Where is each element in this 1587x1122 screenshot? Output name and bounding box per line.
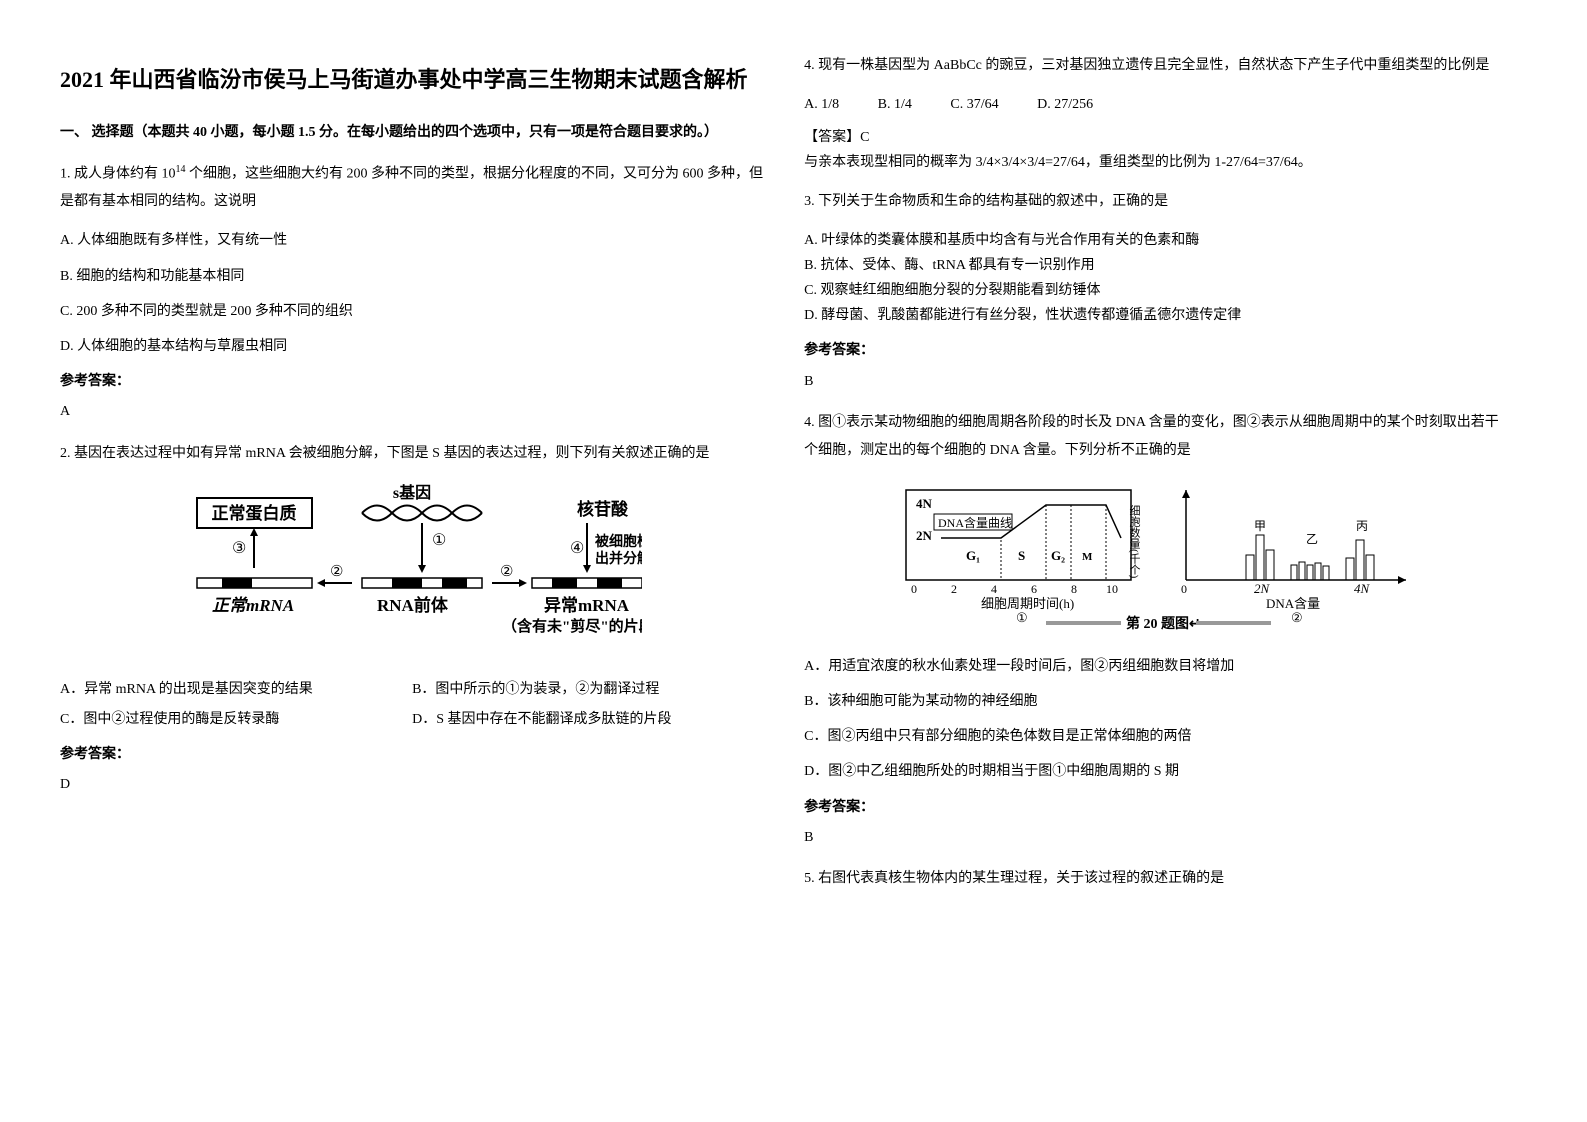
q4top-option-c: C. 37/64 <box>950 97 998 112</box>
svg-text:2N: 2N <box>1254 581 1271 596</box>
left-column: 2021 年山西省临汾市侯马上马街道办事处中学高三生物期末试题含解析 一、 选择… <box>60 40 764 905</box>
svg-text:8: 8 <box>1071 582 1077 596</box>
num-2a: ② <box>330 564 343 580</box>
q4b-answer: B <box>804 825 1508 850</box>
q1-sup: 14 <box>176 164 186 175</box>
abnormal-mrna-label: 异常mRNA <box>544 595 630 615</box>
svg-text:乙: 乙 <box>1306 532 1318 546</box>
q2-options-row1: A．异常 mRNA 的出现是基因突变的结果 B．图中所示的①为装录，②为翻译过程 <box>60 677 764 702</box>
cell-cycle-chart: 4N 2N DNA含量曲线 G₁ S G₂ M 0 2 4 6 8 10 细胞周… <box>896 480 1416 630</box>
q1-answer: A <box>60 399 764 424</box>
q2-option-a: A．异常 mRNA 的出现是基因突变的结果 <box>60 677 412 702</box>
normal-protein-label: 正常蛋白质 <box>212 503 297 523</box>
q1-option-a: A. 人体细胞既有多样性，又有统一性 <box>60 228 764 253</box>
svg-text:①: ① <box>1016 610 1028 625</box>
svg-text:10: 10 <box>1106 582 1118 596</box>
q2-options-row2: C．图中②过程使用的酶是反转录酶 D．S 基因中存在不能翻译成多肽链的片段 <box>60 707 764 732</box>
num-4: ④ <box>570 540 584 557</box>
q3-option-d: D. 酵母菌、乳酸菌都能进行有丝分裂，性状遗传都遵循孟德尔遗传定律 <box>804 303 1508 328</box>
gene-expression-diagram: s基因 正常蛋白质 核苷酸 被细胞检测 出并分解 ③ ① ④ <box>182 483 642 653</box>
svg-text:0: 0 <box>1181 582 1187 596</box>
cell-detect-label-2: 出并分解 <box>595 550 642 567</box>
q4top-option-d: D. 27/256 <box>1037 97 1093 112</box>
cell-count-label: 细胞数量(千个) <box>1128 504 1141 578</box>
page-title: 2021 年山西省临汾市侯马上马街道办事处中学高三生物期末试题含解析 <box>60 60 764 100</box>
cell-detect-label-1: 被细胞检测 <box>595 533 642 550</box>
q1-option-c: C. 200 多种不同的类型就是 200 多种不同的组织 <box>60 299 764 324</box>
fig-label: 第 20 题图↵ <box>1126 615 1201 630</box>
q1-answer-label: 参考答案： <box>60 369 764 394</box>
q4b-option-d: D．图②中乙组细胞所处的时期相当于图①中细胞周期的 S 期 <box>804 759 1508 784</box>
q4b-option-a: A．用适宜浓度的秋水仙素处理一段时间后，图②丙组细胞数目将增加 <box>804 654 1508 679</box>
right-column: 4. 现有一株基因型为 AaBbCc 的豌豆，三对基因独立遗传且完全显性，自然状… <box>804 40 1508 905</box>
question-4top: 4. 现有一株基因型为 AaBbCc 的豌豆，三对基因独立遗传且完全显性，自然状… <box>804 52 1508 80</box>
num-2b: ② <box>500 564 513 580</box>
svg-text:S: S <box>1018 548 1025 563</box>
question-5: 5. 右图代表真核生物体内的某生理过程，关于该过程的叙述正确的是 <box>804 865 1508 893</box>
q1-stem-1: 1. 成人身体约有 10 <box>60 166 176 181</box>
s-gene-label: s基因 <box>393 483 431 502</box>
svg-text:6: 6 <box>1031 582 1037 596</box>
svg-text:2N: 2N <box>916 528 933 543</box>
svg-text:M: M <box>1082 551 1093 563</box>
q4b-option-c: C．图②丙组中只有部分细胞的染色体数目是正常体细胞的两倍 <box>804 724 1508 749</box>
q4top-explain: 与亲本表现型相同的概率为 3/4×3/4×3/4=27/64，重组类型的比例为 … <box>804 150 1508 175</box>
chart1-xlabel: 细胞周期时间(h) <box>981 596 1074 611</box>
svg-text:G₁: G₁ <box>966 548 980 563</box>
q2-option-b: B．图中所示的①为装录，②为翻译过程 <box>412 677 764 702</box>
q4b-option-b: B．该种细胞可能为某动物的神经细胞 <box>804 689 1508 714</box>
q4top-options: A. 1/8 B. 1/4 C. 37/64 D. 27/256 <box>804 92 1508 117</box>
svg-text:甲: 甲 <box>1254 519 1266 533</box>
q2-option-c: C．图中②过程使用的酶是反转录酶 <box>60 707 412 732</box>
section-header: 一、 选择题（本题共 40 小题，每小题 1.5 分。在每小题给出的四个选项中，… <box>60 120 764 145</box>
rna-precursor-label: RNA前体 <box>377 595 449 615</box>
svg-text:②: ② <box>1291 610 1303 625</box>
question-3: 3. 下列关于生命物质和生命的结构基础的叙述中，正确的是 <box>804 188 1508 216</box>
question-1: 1. 成人身体约有 1014 个细胞，这些细胞大约有 200 多种不同的类型，根… <box>60 160 764 217</box>
question-4b: 4. 图①表示某动物细胞的细胞周期各阶段的时长及 DNA 含量的变化，图②表示从… <box>804 409 1508 465</box>
svg-text:G₂: G₂ <box>1051 548 1065 563</box>
q4b-answer-label: 参考答案： <box>804 795 1508 820</box>
note-label: （含有未"剪尽"的片段） <box>502 617 642 635</box>
q3-answer-label: 参考答案： <box>804 338 1508 363</box>
q2-answer: D <box>60 772 764 797</box>
normal-mrna-label: 正常mRNA <box>212 596 294 615</box>
chart2-xlabel: DNA含量 <box>1266 596 1320 611</box>
q3-option-c: C. 观察蛙红细胞细胞分裂的分裂期能看到纺锤体 <box>804 278 1508 303</box>
q2-answer-label: 参考答案： <box>60 742 764 767</box>
svg-text:0: 0 <box>911 582 917 596</box>
q3-option-a: A. 叶绿体的类囊体膜和基质中均含有与光合作用有关的色素和酶 <box>804 228 1508 253</box>
nucleotide-label: 核苷酸 <box>577 499 629 519</box>
num-1: ① <box>432 532 446 549</box>
svg-text:4N: 4N <box>1354 581 1371 596</box>
dna-curve-label: DNA含量曲线 <box>938 515 1012 530</box>
svg-text:2: 2 <box>951 582 957 596</box>
svg-text:4: 4 <box>991 582 997 596</box>
q1-option-b: B. 细胞的结构和功能基本相同 <box>60 264 764 289</box>
svg-text:4N: 4N <box>916 496 933 511</box>
q4top-option-b: B. 1/4 <box>878 97 912 112</box>
q3-answer: B <box>804 369 1508 394</box>
svg-text:丙: 丙 <box>1356 519 1368 533</box>
q4b-diagram: 4N 2N DNA含量曲线 G₁ S G₂ M 0 2 4 6 8 10 细胞周… <box>804 480 1508 639</box>
q1-option-d: D. 人体细胞的基本结构与草履虫相同 <box>60 334 764 359</box>
q2-diagram: s基因 正常蛋白质 核苷酸 被细胞检测 出并分解 ③ ① ④ <box>60 483 764 662</box>
num-3: ③ <box>232 540 246 557</box>
q2-option-d: D．S 基因中存在不能翻译成多肽链的片段 <box>412 707 764 732</box>
q4top-option-a: A. 1/8 <box>804 97 839 112</box>
q3-option-b: B. 抗体、受体、酶、tRNA 都具有专一识别作用 <box>804 253 1508 278</box>
q4top-answer-label: 【答案】C <box>804 125 1508 150</box>
question-2: 2. 基因在表达过程中如有异常 mRNA 会被细胞分解，下图是 S 基因的表达过… <box>60 440 764 468</box>
